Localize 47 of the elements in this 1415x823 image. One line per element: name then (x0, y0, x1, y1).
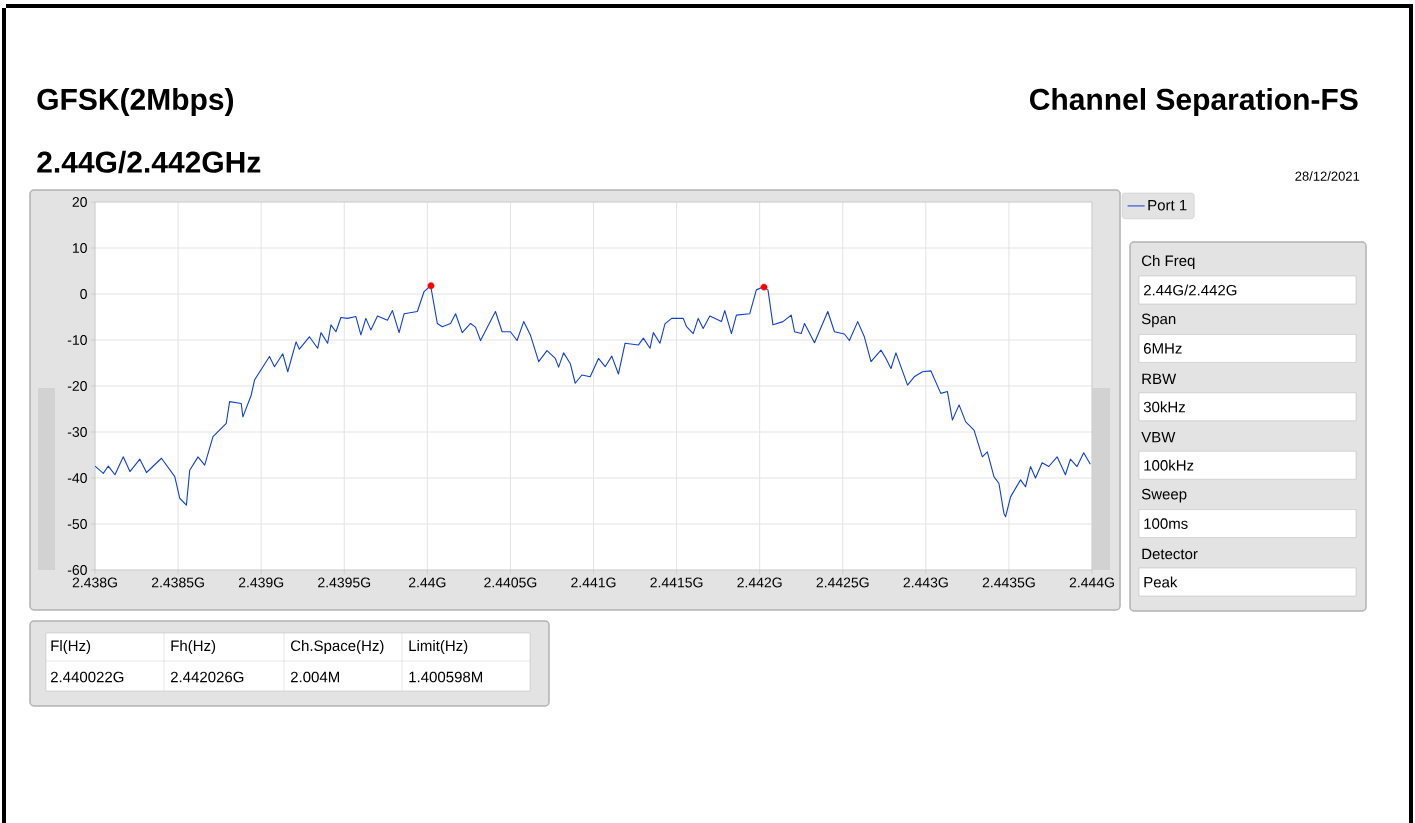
y-tick-label: -10 (67, 335, 87, 345)
text: Channel Separation-FS (1029, 88, 1358, 116)
x-tick-label: 2.4385G (151, 577, 204, 588)
text: 100ms (1144, 518, 1188, 529)
text: 6MHz (1143, 343, 1182, 354)
text: 30kHz (1143, 401, 1185, 413)
x-tick-label: 2.442G (737, 577, 782, 588)
text: VBW (1141, 432, 1176, 443)
x-tick-label: 2.439G (238, 577, 284, 588)
y-tick-label: 20 (72, 197, 87, 207)
x-tick-label: 2.444G (1069, 577, 1114, 588)
text: Peak (1144, 576, 1178, 588)
x-tick-label: 2.4405G (484, 577, 537, 588)
y-tick-label: -60 (67, 565, 87, 575)
x-tick-label: 2.443G (903, 577, 948, 588)
legend-label: Port 1 (1148, 200, 1187, 211)
x-tick-label: 2.4395G (318, 577, 371, 588)
y-tick-label: 10 (72, 243, 87, 253)
x-tick-label: 2.438G (72, 577, 117, 588)
y-tick-label: -40 (67, 473, 87, 483)
text: Sweep (1141, 488, 1187, 503)
text: Limit(Hz) (409, 640, 468, 654)
y-tick-label: -30 (67, 427, 87, 437)
text: RBW (1142, 373, 1177, 384)
text: Detector (1142, 548, 1198, 560)
chart-subtitle: 2.44G/2.442GHz (37, 150, 261, 174)
text: 1.400598M (409, 671, 483, 683)
y-tick-label: -20 (67, 381, 87, 391)
x-tick-label: 2.4425G (816, 577, 869, 588)
text: 2.44G/2.442G (1143, 284, 1237, 296)
y-tick-label: -50 (67, 519, 87, 529)
x-tick-label: 2.441G (571, 577, 616, 588)
text: Fl(Hz) (51, 640, 91, 654)
text: 2.440022G (50, 671, 124, 683)
chart-title: GFSK(2Mbps) (37, 88, 234, 116)
x-tick-label: 2.4415G (650, 577, 703, 588)
text: Ch.Space(Hz) (290, 640, 384, 654)
y-tick-label: 0 (80, 289, 87, 299)
text: 100kHz (1144, 459, 1194, 471)
text: 28/12/2021 (1295, 171, 1360, 181)
text: Fh(Hz) (171, 640, 216, 654)
text: Span (1141, 313, 1176, 328)
text: 2.442026G (170, 671, 244, 683)
x-tick-label: 2.4435G (982, 577, 1035, 588)
x-tick-label: 2.44G (408, 577, 446, 588)
text: 2.004M (290, 671, 339, 683)
text: Ch Freq (1141, 255, 1195, 269)
